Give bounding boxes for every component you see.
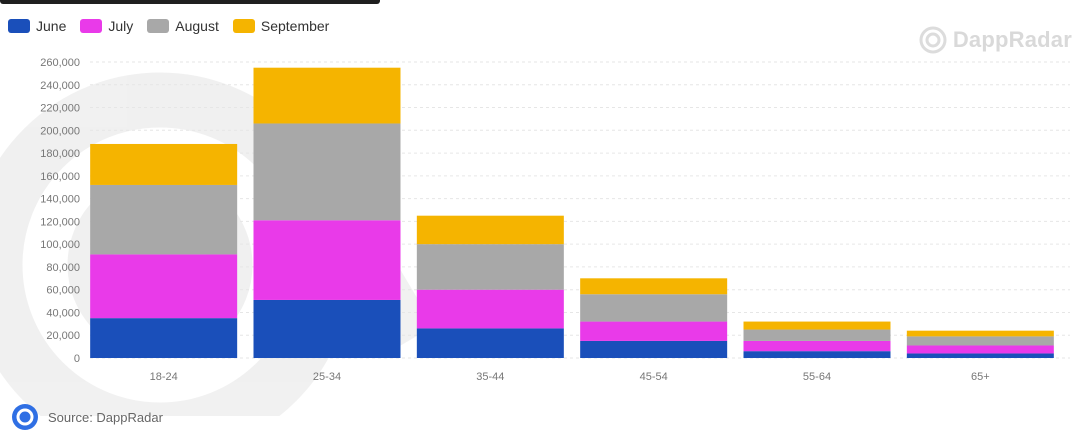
x-tick-label: 65+ — [971, 371, 990, 383]
bar-segment-june-25-34[interactable] — [253, 299, 401, 358]
dappradar-logo-icon — [919, 26, 947, 54]
watermark: DappRadar — [919, 26, 1072, 54]
legend-swatch-june — [8, 19, 30, 33]
y-tick-label: 0 — [74, 353, 80, 365]
bar-segment-july-35-44[interactable] — [416, 289, 564, 329]
y-tick-label: 100,000 — [40, 239, 80, 251]
y-tick-label: 220,000 — [40, 103, 80, 115]
bar-segment-june-65+[interactable] — [906, 353, 1054, 358]
bar-segment-july-45-54[interactable] — [580, 321, 728, 341]
bar-segment-september-35-44[interactable] — [416, 215, 564, 245]
bar-segment-june-45-54[interactable] — [580, 340, 728, 358]
grid-lines — [90, 61, 1070, 359]
bar-segment-july-65+[interactable] — [906, 345, 1054, 354]
bar-segment-july-18-24[interactable] — [90, 254, 238, 319]
bar-segment-august-35-44[interactable] — [416, 244, 564, 290]
y-tick-label: 120,000 — [40, 216, 80, 228]
legend-item-july[interactable]: July — [80, 18, 133, 34]
legend-label-july: July — [108, 18, 134, 34]
bar-segment-june-55-64[interactable] — [743, 351, 891, 358]
bar-segment-september-65+[interactable] — [906, 330, 1054, 337]
dappradar-logo-icon — [12, 404, 38, 430]
legend-label-august: August — [175, 18, 219, 34]
bar-segment-august-18-24[interactable] — [90, 184, 238, 255]
source-text: Source: DappRadar — [48, 409, 163, 425]
watermark-text: DappRadar — [952, 27, 1072, 52]
bar-segment-august-45-54[interactable] — [580, 294, 728, 322]
y-tick-label: 20,000 — [46, 330, 80, 342]
y-tick-label: 180,000 — [40, 148, 80, 160]
bar-segment-september-45-54[interactable] — [580, 278, 728, 295]
bar-segment-september-25-34[interactable] — [253, 67, 401, 124]
y-tick-label: 40,000 — [46, 307, 80, 319]
bar-segment-september-18-24[interactable] — [90, 143, 238, 185]
bar-segment-august-55-64[interactable] — [743, 329, 891, 341]
bar-segment-july-55-64[interactable] — [743, 340, 891, 352]
x-axis: 18-24 25-34 35-44 45-54 55-64 65+ — [150, 371, 990, 383]
legend-label-june: June — [36, 18, 67, 34]
x-tick-label: 35-44 — [476, 371, 504, 383]
bar-segment-june-35-44[interactable] — [416, 328, 564, 358]
bar-segment-june-18-24[interactable] — [90, 318, 238, 358]
y-tick-label: 80,000 — [46, 262, 80, 274]
y-tick-label: 60,000 — [46, 285, 80, 297]
stacked-bar-chart: 0 20,000 40,000 60,000 80,000 100,000 120,000 1… — [0, 57, 1070, 416]
y-tick-label: 160,000 — [40, 171, 80, 183]
x-tick-label: 45-54 — [640, 371, 668, 383]
legend-swatch-july — [80, 19, 103, 33]
y-axis: 0 20,000 40,000 60,000 80,000 100,000 120,000 1… — [40, 57, 80, 365]
x-tick-label: 25-34 — [313, 371, 341, 383]
bar-segment-september-55-64[interactable] — [743, 321, 891, 330]
legend-swatch-september — [232, 19, 255, 33]
legend-swatch-august — [147, 19, 170, 33]
source-line: Source: DappRadar — [10, 402, 163, 432]
y-tick-label: 260,000 — [40, 57, 80, 69]
legend-label-september: September — [260, 18, 330, 34]
y-tick-label: 200,000 — [40, 125, 80, 137]
bar-segment-august-65+[interactable] — [906, 336, 1054, 346]
y-tick-label: 140,000 — [40, 194, 80, 206]
legend-item-september[interactable]: September — [232, 18, 330, 34]
chart-legend: June July August September — [8, 18, 329, 34]
bar-segment-august-25-34[interactable] — [253, 123, 401, 221]
bars — [90, 67, 1054, 358]
x-tick-label: 55-64 — [803, 371, 831, 383]
legend-item-august[interactable]: August — [147, 18, 219, 34]
legend-item-june[interactable]: June — [8, 18, 66, 34]
y-tick-label: 240,000 — [40, 80, 80, 92]
bar-segment-july-25-34[interactable] — [253, 220, 401, 300]
cropped-title-bar — [0, 0, 380, 4]
x-tick-label: 18-24 — [150, 371, 178, 383]
